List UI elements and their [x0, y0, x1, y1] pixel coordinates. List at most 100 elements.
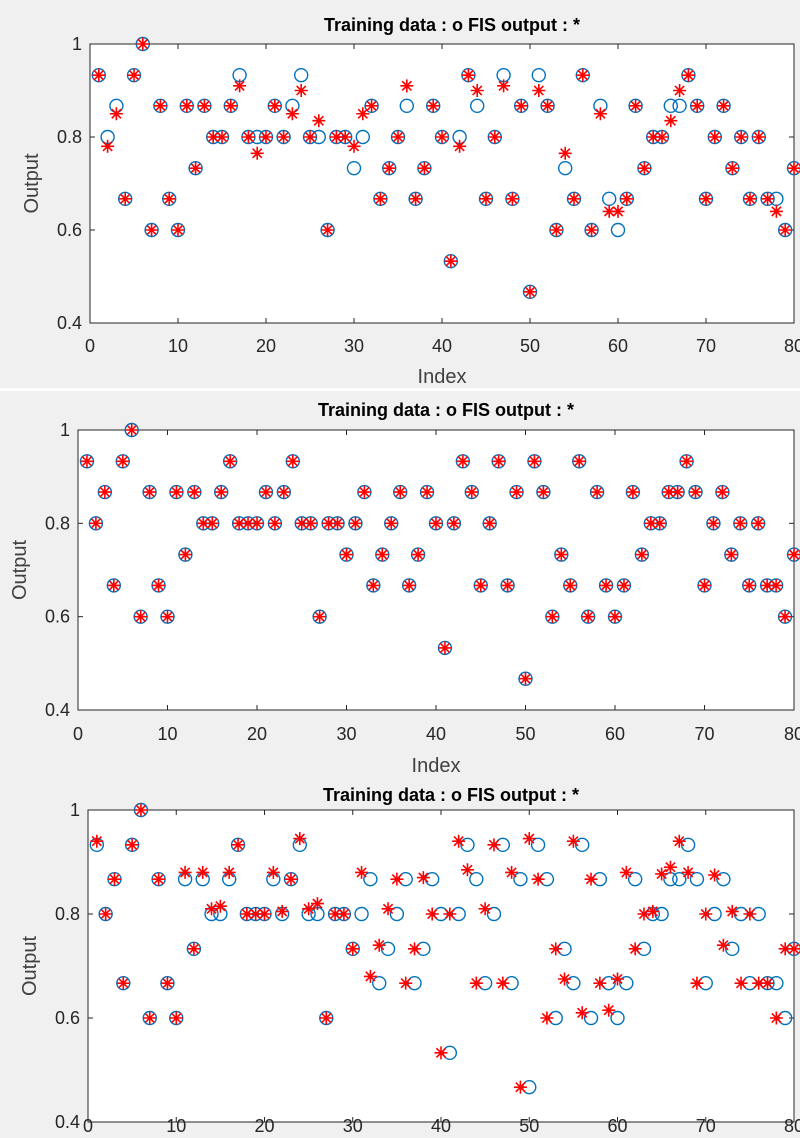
fis-output-point — [492, 454, 506, 468]
fis-output-point — [153, 99, 167, 113]
fis-output-point — [171, 223, 185, 237]
fis-output-point — [180, 99, 194, 113]
fis-output-point — [501, 578, 515, 592]
y-axis-label: Output — [21, 153, 43, 213]
fis-output-point — [752, 130, 766, 144]
training-data-point — [575, 837, 590, 853]
fis-output-point — [381, 902, 395, 916]
training-data-point — [346, 160, 362, 176]
x-tick-label: 60 — [608, 336, 628, 356]
fis-output-point — [742, 578, 756, 592]
fis-output-point — [224, 99, 238, 113]
training-data-point — [566, 975, 581, 991]
training-data-point — [531, 67, 546, 83]
fis-output-point — [716, 938, 730, 952]
fis-output-point — [662, 485, 676, 499]
fis-output-point — [751, 516, 765, 530]
fis-output-point — [187, 485, 201, 499]
fis-output-point — [708, 868, 722, 882]
fis-output-point — [143, 1011, 157, 1025]
fis-output-point — [391, 130, 405, 144]
scatter-chart-3: Training data : o FIS output : * 0 10 20 30 4… — [19, 785, 800, 1136]
y-tick-label: 0.4 — [55, 1112, 80, 1132]
fis-output-point — [346, 942, 360, 956]
fis-output-point — [213, 899, 227, 913]
training-data-point — [354, 906, 369, 922]
fis-output-point — [197, 99, 211, 113]
fis-output-point — [426, 99, 440, 113]
fis-output-point — [277, 130, 291, 144]
fis-output-point — [411, 548, 425, 562]
x-tick-label: 70 — [696, 336, 716, 356]
fis-output-point — [328, 907, 342, 921]
fis-output-point — [312, 114, 326, 128]
training-data-point — [389, 906, 405, 922]
fis-output-point — [319, 1011, 333, 1025]
fis-output-point — [505, 865, 519, 879]
training-data-point — [372, 975, 387, 991]
fis-output-point — [608, 610, 622, 624]
x-tick-label: 60 — [605, 724, 625, 744]
fis-output-point — [558, 972, 572, 986]
fis-output-point — [303, 130, 317, 144]
scatter-chart-2: Training data : o FIS output : * 0 10 20 30 4… — [9, 400, 800, 777]
fis-output-point — [629, 99, 643, 113]
fis-output-point — [99, 907, 113, 921]
x-tick-label: 80 — [784, 1116, 800, 1136]
fis-output-point — [322, 516, 336, 530]
fis-output-point — [295, 516, 309, 530]
fis-output-point — [733, 516, 747, 530]
fis-output-point — [527, 454, 541, 468]
fis-output-point — [474, 578, 488, 592]
fis-output-point — [143, 485, 157, 499]
fis-output-point — [681, 865, 695, 879]
plot-area — [77, 429, 795, 711]
fis-output-point — [611, 972, 624, 986]
fis-output-point — [787, 548, 800, 562]
fis-output-point — [285, 107, 299, 121]
x-tick-label: 30 — [343, 1116, 363, 1136]
fis-output-point — [655, 867, 669, 881]
fis-output-point — [761, 976, 775, 990]
fis-output-point — [286, 454, 300, 468]
fis-output-point — [778, 610, 792, 624]
fis-output-point — [393, 485, 407, 499]
fis-output-point — [357, 485, 371, 499]
fis-output-point — [232, 516, 246, 530]
fis-output-point — [769, 1011, 783, 1025]
fis-output-point — [531, 872, 545, 886]
fis-output-point — [161, 610, 174, 624]
fis-output-point — [222, 865, 236, 879]
fis-output-point — [268, 516, 282, 530]
fis-output-point — [655, 130, 669, 144]
fis-output-point — [584, 872, 598, 886]
fis-output-point — [541, 99, 555, 113]
fis-output-point — [497, 79, 511, 93]
fis-output-point — [699, 192, 713, 206]
fis-output-point — [593, 976, 607, 990]
fis-output-point — [715, 485, 729, 499]
fis-output-point — [567, 192, 581, 206]
chart-panel-2: Training data : o FIS output : * 0 10 20 30 4… — [0, 391, 800, 777]
fis-output-point — [250, 146, 264, 160]
fis-output-point — [125, 423, 139, 437]
fis-output-point — [717, 99, 731, 113]
training-data-point — [672, 98, 687, 114]
fis-output-point — [469, 976, 483, 990]
fis-output-point — [653, 516, 667, 530]
fis-output-point — [619, 865, 633, 879]
fis-output-point — [663, 860, 677, 874]
fis-output-point — [241, 130, 255, 144]
fis-output-point — [366, 578, 380, 592]
x-tick-label: 60 — [607, 1116, 627, 1136]
fis-output-point — [760, 578, 774, 592]
fis-output-point — [259, 485, 273, 499]
fis-output-point — [347, 139, 361, 153]
fis-output-point — [523, 285, 537, 299]
x-tick-label: 30 — [336, 724, 356, 744]
fis-output-point — [435, 130, 449, 144]
fis-output-point — [178, 548, 192, 562]
fis-output-point — [409, 192, 423, 206]
fis-output-series — [80, 423, 800, 686]
training-data-point — [689, 871, 705, 887]
